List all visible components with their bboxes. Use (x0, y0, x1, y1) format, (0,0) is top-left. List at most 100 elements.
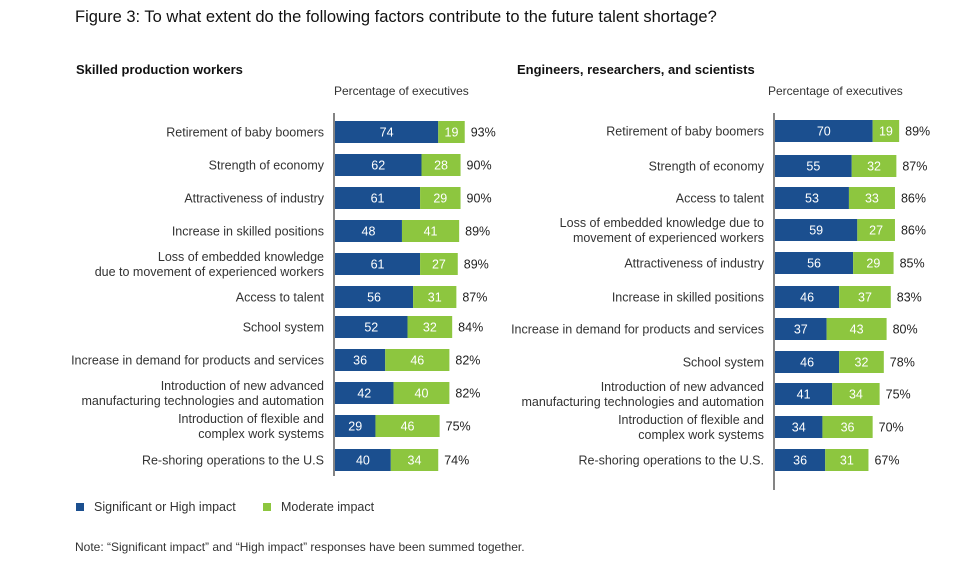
right-category-label-line: Increase in skilled positions (612, 291, 764, 305)
left-value-label-moderate: 40 (415, 387, 429, 401)
left-category-label-line: Increase in demand for products and serv… (71, 354, 324, 368)
right-value-label-significant: 59 (809, 224, 823, 238)
left-bar-moderate (420, 187, 461, 209)
left-bar-moderate (385, 349, 450, 371)
legend-label-moderate: Moderate impact (281, 500, 375, 514)
left-bar-significant (335, 349, 386, 371)
right-bar-moderate (839, 286, 891, 308)
right-category-label-line: Retirement of baby boomers (606, 125, 764, 139)
right-total-label: 87% (902, 160, 927, 174)
right-bar-moderate (832, 383, 880, 405)
left-category-label-line: School system (243, 321, 324, 335)
left-category-label-line: manufacturing technologies and automatio… (81, 394, 324, 408)
right-category-label-line: Introduction of flexible and (618, 413, 764, 427)
right-category-label: School system (683, 356, 764, 370)
left-total-label: 89% (464, 258, 489, 272)
left-category-label-line: Retirement of baby boomers (166, 126, 324, 140)
right-category-label-line: manufacturing technologies and automatio… (521, 395, 764, 409)
legend-significant: Significant or High impact (76, 500, 236, 514)
left-axis-caption: Percentage of executives (334, 84, 469, 98)
right-bar-moderate (851, 155, 897, 177)
left-bar-significant (335, 220, 402, 242)
left-category-label: Introduction of flexible and complex work… (178, 412, 324, 441)
right-bar-significant (775, 187, 849, 209)
left-value-label-significant: 61 (371, 192, 385, 206)
left-value-label-moderate: 46 (401, 420, 415, 434)
figure-title: Figure 3: To what extent do the followin… (75, 8, 717, 26)
left-bar-moderate (438, 121, 465, 143)
left-value-label-moderate: 31 (428, 291, 442, 305)
right-category-label: Attractiveness of industry (624, 257, 764, 271)
right-total-label: 89% (905, 125, 930, 139)
left-category-label-line: due to movement of experienced workers (95, 265, 324, 279)
left-bar-significant (335, 382, 394, 404)
right-value-label-moderate: 27 (869, 224, 883, 238)
right-bar-significant (775, 286, 840, 308)
left-value-label-moderate: 19 (445, 126, 459, 140)
right-bar-moderate (826, 318, 887, 340)
right-total-label: 80% (893, 323, 918, 337)
left-category-label: Introduction of new advanced manufacturin… (81, 379, 324, 408)
left-total-label: 75% (446, 420, 471, 434)
left-category-label-line: Introduction of new advanced (161, 379, 324, 393)
right-value-label-significant: 37 (794, 323, 808, 337)
right-category-label-line: Attractiveness of industry (624, 257, 764, 271)
right-bar-moderate (825, 449, 869, 471)
right-category-label-line: movement of experienced workers (573, 231, 764, 245)
right-category-label-line: complex work systems (638, 428, 764, 442)
right-value-label-moderate: 32 (867, 160, 881, 174)
right-bar-significant (775, 449, 826, 471)
left-category-label: Strength of economy (209, 159, 325, 173)
right-category-label-line: School system (683, 356, 764, 370)
right-category-label-line: Access to talent (676, 192, 765, 206)
left-value-label-significant: 56 (367, 291, 381, 305)
right-bar-moderate (822, 416, 873, 438)
legend-moderate: Moderate impact (263, 500, 374, 514)
left-bar-moderate (407, 316, 453, 338)
left-bar-moderate (421, 154, 461, 176)
right-category-label-line: Strength of economy (649, 160, 765, 174)
right-value-label-moderate: 34 (849, 388, 863, 402)
right-total-label: 85% (900, 257, 925, 271)
right-axis-caption: Percentage of executives (768, 84, 903, 98)
right-category-label-line: Introduction of new advanced (601, 380, 764, 394)
right-value-label-significant: 53 (805, 192, 819, 206)
right-value-label-significant: 56 (807, 257, 821, 271)
left-bar-moderate (390, 449, 439, 471)
right-value-label-moderate: 36 (841, 421, 855, 435)
right-panel-title: Engineers, researchers, and scientists (517, 62, 755, 77)
left-total-label: 84% (458, 321, 483, 335)
right-value-label-moderate: 32 (855, 356, 869, 370)
left-category-label-line: complex work systems (198, 427, 324, 441)
right-bar-significant (775, 252, 854, 274)
right-value-label-significant: 34 (792, 421, 806, 435)
left-value-label-significant: 29 (348, 420, 362, 434)
left-category-label-line: Access to talent (236, 291, 325, 305)
footnote: Note: “Significant impact” and “High imp… (75, 540, 525, 554)
legend-label-significant: Significant or High impact (94, 500, 236, 514)
right-total-label: 78% (890, 356, 915, 370)
right-bar-significant (775, 383, 833, 405)
left-total-label: 89% (465, 225, 490, 239)
left-value-label-moderate: 46 (410, 354, 424, 368)
right-bar-significant (775, 416, 823, 438)
right-category-label: Loss of embedded knowledge due to movemen… (560, 216, 764, 245)
left-bar-significant (335, 316, 408, 338)
left-total-label: 90% (467, 159, 492, 173)
right-category-label: Increase in demand for products and serv… (511, 323, 764, 337)
left-panel-title: Skilled production workers (76, 62, 243, 77)
left-value-label-moderate: 34 (408, 454, 422, 468)
right-category-label: Re-shoring operations to the U.S. (578, 454, 764, 468)
left-value-label-significant: 52 (364, 321, 378, 335)
left-category-label: Increase in demand for products and serv… (71, 354, 324, 368)
right-category-label: Introduction of new advanced manufacturin… (521, 380, 764, 409)
right-bar-moderate (872, 120, 900, 142)
right-value-label-moderate: 31 (840, 454, 854, 468)
right-value-label-significant: 41 (797, 388, 811, 402)
right-value-label-significant: 70 (817, 125, 831, 139)
left-value-label-moderate: 28 (434, 159, 448, 173)
right-total-label: 86% (901, 224, 926, 238)
right-total-label: 83% (897, 291, 922, 305)
left-bar-moderate (393, 382, 450, 404)
right-value-label-moderate: 33 (865, 192, 879, 206)
